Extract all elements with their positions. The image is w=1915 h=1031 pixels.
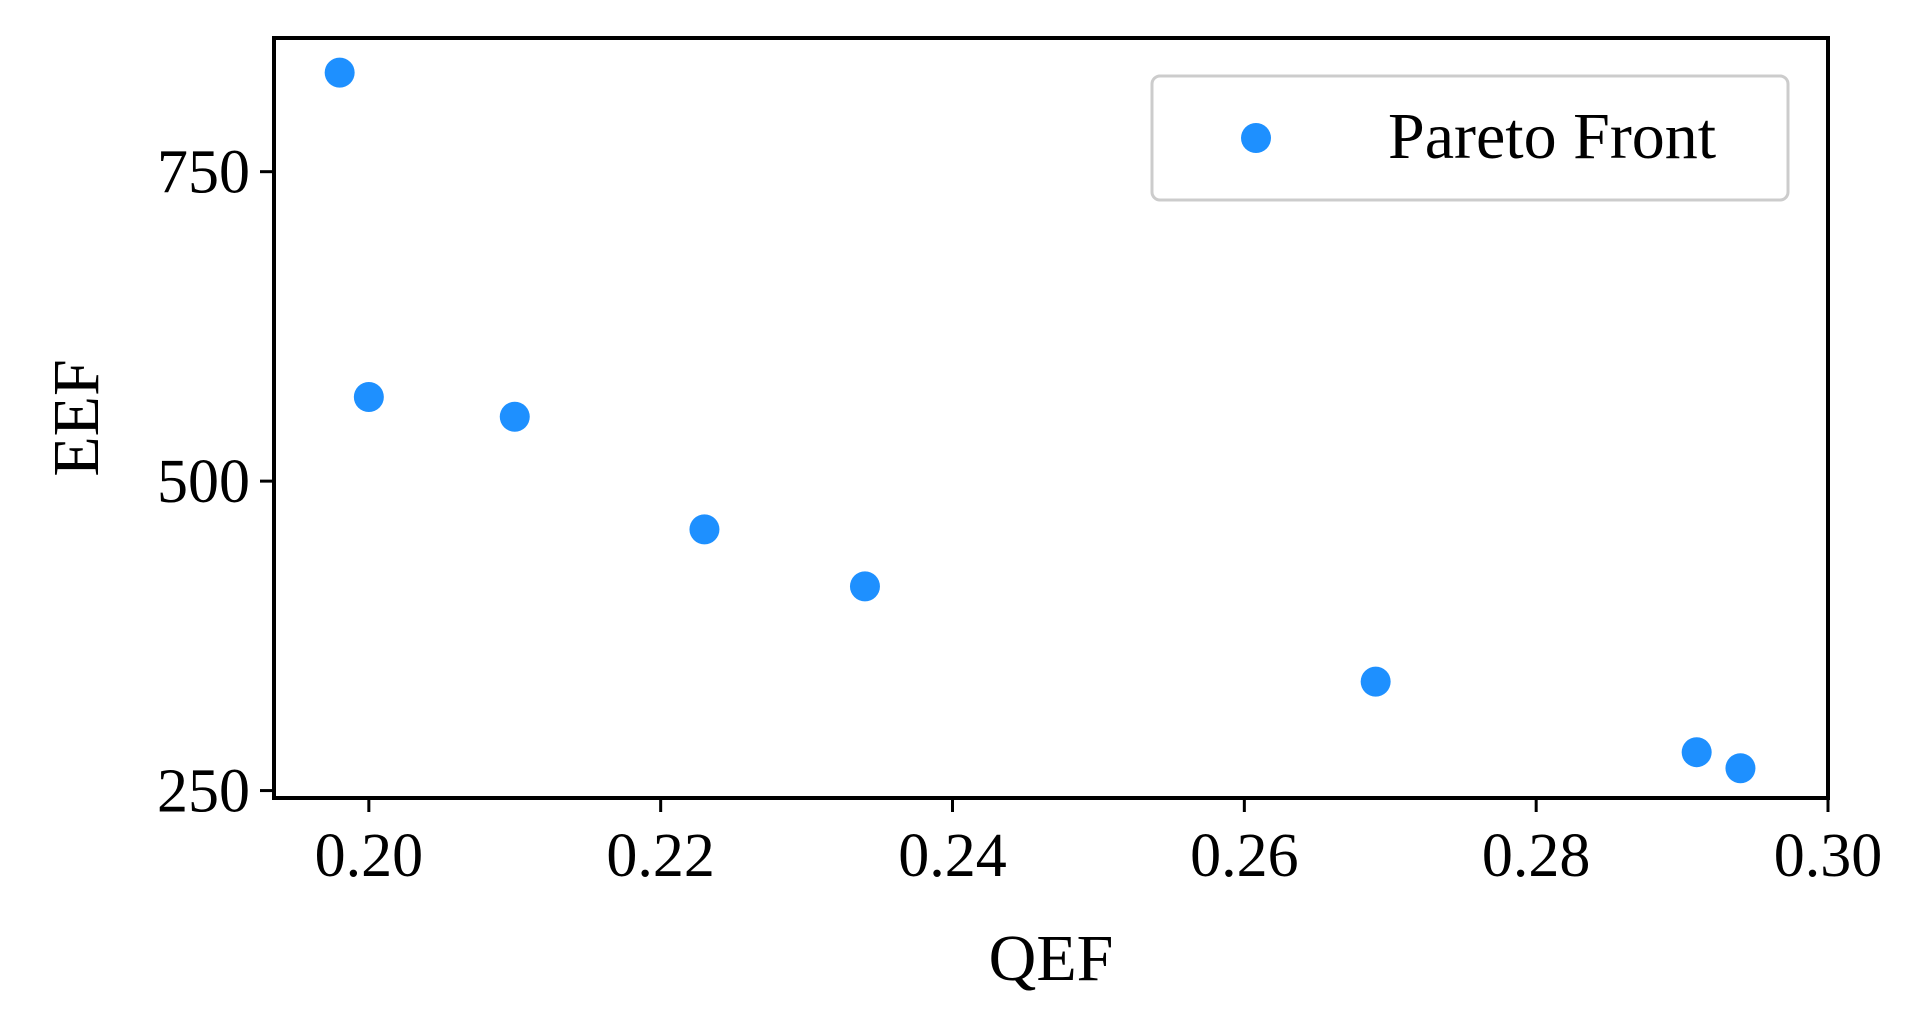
y-axis-ticks: 250 500 750 [157, 139, 274, 826]
scatter-point [499, 401, 530, 432]
x-axis-label: QEF [989, 922, 1114, 995]
x-axis-ticks: 0.20 0.22 0.24 0.26 0.28 0.30 [315, 798, 1883, 890]
legend-marker [1241, 123, 1271, 153]
y-axis-label: EEF [40, 359, 113, 476]
legend-box [1150, 74, 1790, 202]
x-tick-label: 0.28 [1482, 822, 1591, 890]
x-tick-label: 0.20 [315, 822, 424, 890]
scatter-point [324, 57, 355, 88]
x-tick-label: 0.24 [898, 822, 1007, 890]
y-tick-label: 500 [157, 448, 250, 516]
scatter-point [1725, 753, 1756, 784]
scatter-point [353, 381, 384, 412]
y-tick-label: 250 [157, 758, 250, 826]
x-tick-label: 0.26 [1190, 822, 1299, 890]
legend: Pareto Front [1150, 74, 1790, 202]
x-tick-label: 0.30 [1774, 822, 1883, 890]
scatter-point [849, 571, 880, 602]
x-tick-label: 0.22 [606, 822, 715, 890]
scatter-points [324, 57, 1756, 784]
scatter-point [689, 514, 720, 545]
scatter-point [1360, 666, 1391, 697]
legend-label: Pareto Front [1388, 100, 1716, 173]
y-tick-label: 750 [157, 139, 250, 207]
scatter-point [1681, 737, 1712, 768]
